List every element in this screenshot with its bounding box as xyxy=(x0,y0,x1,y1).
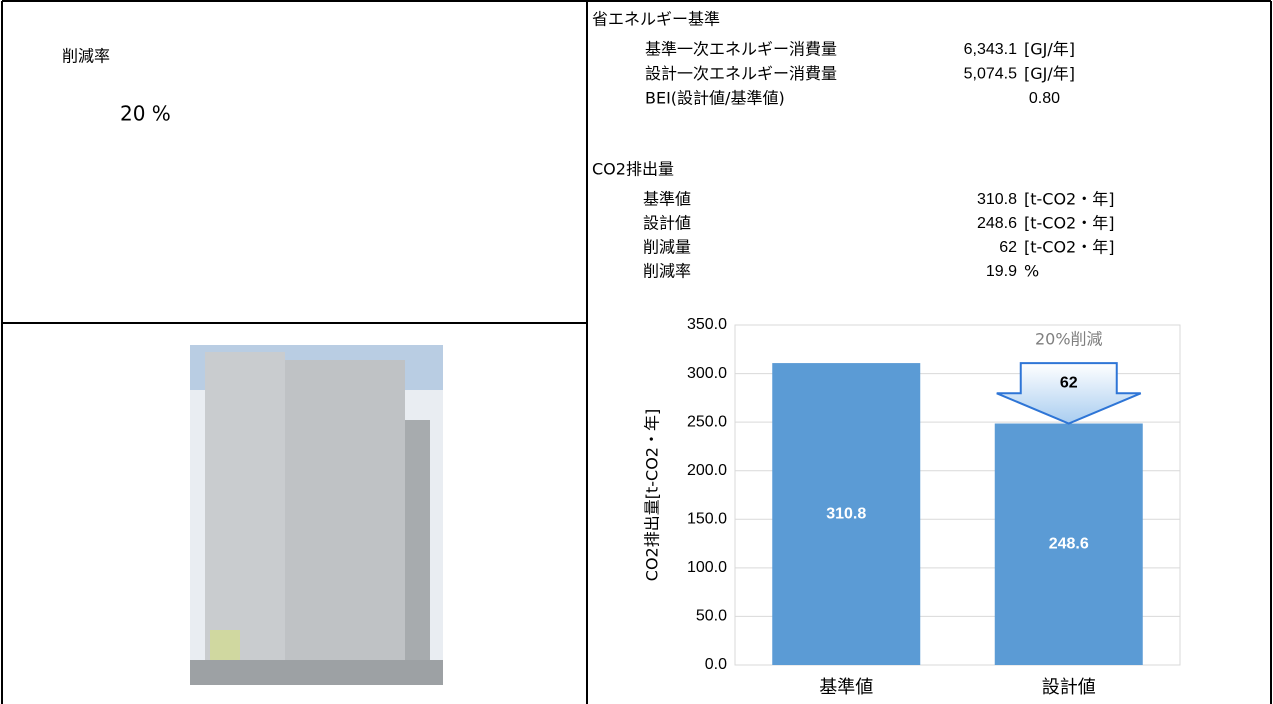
row-unit: [GJ/年] xyxy=(1024,40,1075,59)
y-tick-label: 50.0 xyxy=(696,608,727,625)
value-label: 310.8 xyxy=(826,505,866,522)
row-value: 62 xyxy=(999,239,1017,256)
y-tick-label: 200.0 xyxy=(687,462,727,479)
row-unit: % xyxy=(1024,262,1039,281)
row-value: 248.6 xyxy=(977,215,1017,232)
row-unit: [t-CO2・年] xyxy=(1024,214,1114,233)
row-label: 基準値 xyxy=(643,190,691,209)
row-value: 0.80 xyxy=(1029,90,1060,107)
row-label: 設計一次エネルギー消費量 xyxy=(645,64,837,83)
energy-title: 省エネルギー基準 xyxy=(592,10,720,29)
reduction-label: 62 xyxy=(1060,374,1078,391)
bar xyxy=(772,363,921,665)
building-image xyxy=(190,345,443,685)
row-value: 19.9 xyxy=(986,263,1017,280)
y-tick-label: 0.0 xyxy=(705,656,727,673)
row-label: 削減量 xyxy=(643,238,691,257)
summary-label: 削減率 xyxy=(62,47,110,66)
reduction-arrow xyxy=(996,362,1142,425)
row-value: 6,343.1 xyxy=(964,41,1017,58)
y-tick-label: 150.0 xyxy=(687,511,727,528)
y-tick-label: 350.0 xyxy=(687,316,727,333)
value-label: 248.6 xyxy=(1049,535,1089,552)
annotation: 20%削減 xyxy=(1035,330,1103,349)
row-label: 削減率 xyxy=(643,262,691,281)
x-tick-label: 設計値 xyxy=(1042,677,1096,698)
row-value: 310.8 xyxy=(977,191,1017,208)
row-value: 5,074.5 xyxy=(964,66,1017,83)
bar xyxy=(994,423,1143,665)
summary-value: 20 % xyxy=(120,102,171,126)
y-axis-label: CO2排出量[t-CO2・年] xyxy=(643,409,662,581)
y-tick-label: 100.0 xyxy=(687,559,727,576)
y-tick-label: 250.0 xyxy=(687,413,727,430)
row-unit: [GJ/年] xyxy=(1024,64,1075,83)
row-label: 基準一次エネルギー消費量 xyxy=(645,40,837,59)
row-unit: [t-CO2・年] xyxy=(1024,190,1114,209)
row-label: 設計値 xyxy=(643,214,691,233)
row-label: BEI(設計値/基準値) xyxy=(645,89,785,108)
y-tick-label: 300.0 xyxy=(687,365,727,382)
row-unit: [t-CO2・年] xyxy=(1024,238,1114,257)
x-tick-label: 基準値 xyxy=(819,677,873,698)
co2-title: CO2排出量 xyxy=(592,160,674,179)
